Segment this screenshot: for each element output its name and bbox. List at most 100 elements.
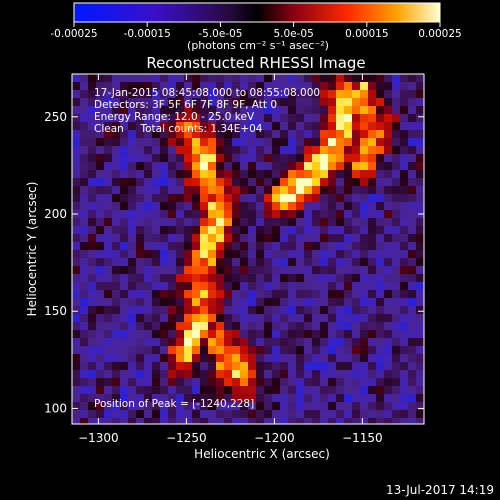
x-tick-label: −1200 [254,431,295,445]
heatmap-cell [104,210,113,219]
heatmap-cell [112,298,121,307]
heatmap-cell [168,226,177,235]
heatmap-cell [144,210,153,219]
heatmap-cell [216,170,225,179]
heatmap-cell [88,82,97,91]
heatmap-cell [296,370,305,379]
heatmap-cell [312,394,321,403]
heatmap-cell [152,346,161,355]
heatmap-cell [200,122,209,131]
heatmap-cell [320,106,329,115]
heatmap-cell [408,370,417,379]
heatmap-cell [408,322,417,331]
heatmap-cell [320,274,329,283]
heatmap-cell [320,402,329,411]
heatmap-cell [256,330,265,339]
heatmap-cell [368,234,377,243]
heatmap-cell [224,186,233,195]
heatmap-cell [216,130,225,139]
heatmap-cell [104,194,113,203]
heatmap-cell [72,258,81,267]
heatmap-cell [112,178,121,187]
heatmap-cell [240,274,249,283]
heatmap-cell [168,242,177,251]
heatmap-cell [344,418,353,424]
annotation-energy: Energy Range: 12.0 - 25.0 keV [94,111,255,123]
heatmap-cell [96,402,105,411]
heatmap-cell [336,154,345,163]
heatmap-cell [192,250,201,259]
heatmap-cell [248,186,257,195]
heatmap-cell [336,202,345,211]
heatmap-cell [160,98,169,107]
heatmap-cell [208,154,217,163]
heatmap-cell [392,106,401,115]
heatmap-cell [184,154,193,163]
heatmap-cell [288,194,297,203]
heatmap-cell [176,378,185,387]
heatmap-cell [80,98,89,107]
heatmap-cell [184,242,193,251]
heatmap-cell [136,114,145,123]
heatmap-cell [232,234,241,243]
heatmap-cell [416,410,424,419]
heatmap-cell [344,394,353,403]
heatmap-cell [288,106,297,115]
heatmap-cell [312,114,321,123]
heatmap-cell [328,282,337,291]
heatmap-cell [96,290,105,299]
heatmap-cell [392,98,401,107]
heatmap-cell [120,266,129,275]
heatmap-cell [272,74,281,83]
heatmap-cell [384,138,393,147]
heatmap-cell [296,378,305,387]
heatmap-cell [208,146,217,155]
heatmap-cell [80,362,89,371]
heatmap-cell [88,282,97,291]
heatmap-cell [256,130,265,139]
heatmap-cell [160,194,169,203]
heatmap-cell [368,154,377,163]
heatmap-cell [152,290,161,299]
heatmap-cell [192,218,201,227]
heatmap-cell [176,306,185,315]
heatmap-cell [336,258,345,267]
heatmap-cell [288,90,297,99]
heatmap-cell [184,250,193,259]
heatmap-cell [88,314,97,323]
heatmap-cell [312,306,321,315]
heatmap-cell [384,298,393,307]
heatmap-cell [392,194,401,203]
heatmap-cell [216,394,225,403]
heatmap-cell [216,418,225,424]
heatmap-cell [136,218,145,227]
heatmap-cell [224,378,233,387]
heatmap-cell [112,98,121,107]
heatmap-cell [80,226,89,235]
heatmap-cell [144,250,153,259]
heatmap-cell [160,114,169,123]
heatmap-cell [216,162,225,171]
heatmap-cell [288,338,297,347]
heatmap-cell [264,234,273,243]
heatmap-cell [376,394,385,403]
heatmap-cell [336,130,345,139]
heatmap-cell [120,162,129,171]
heatmap-cell [328,258,337,267]
heatmap-cell [72,266,81,275]
heatmap-cell [360,82,369,91]
heatmap-cell [368,242,377,251]
heatmap-cell [368,98,377,107]
heatmap-cell [376,226,385,235]
heatmap-cell [168,122,177,131]
heatmap-cell [384,226,393,235]
heatmap-cell [312,162,321,171]
heatmap-cell [192,98,201,107]
heatmap-cell [344,258,353,267]
heatmap-cell [168,306,177,315]
heatmap-cell [232,226,241,235]
heatmap-cell [128,210,137,219]
heatmap-cell [304,130,313,139]
heatmap-cell [200,394,209,403]
heatmap-cell [264,274,273,283]
